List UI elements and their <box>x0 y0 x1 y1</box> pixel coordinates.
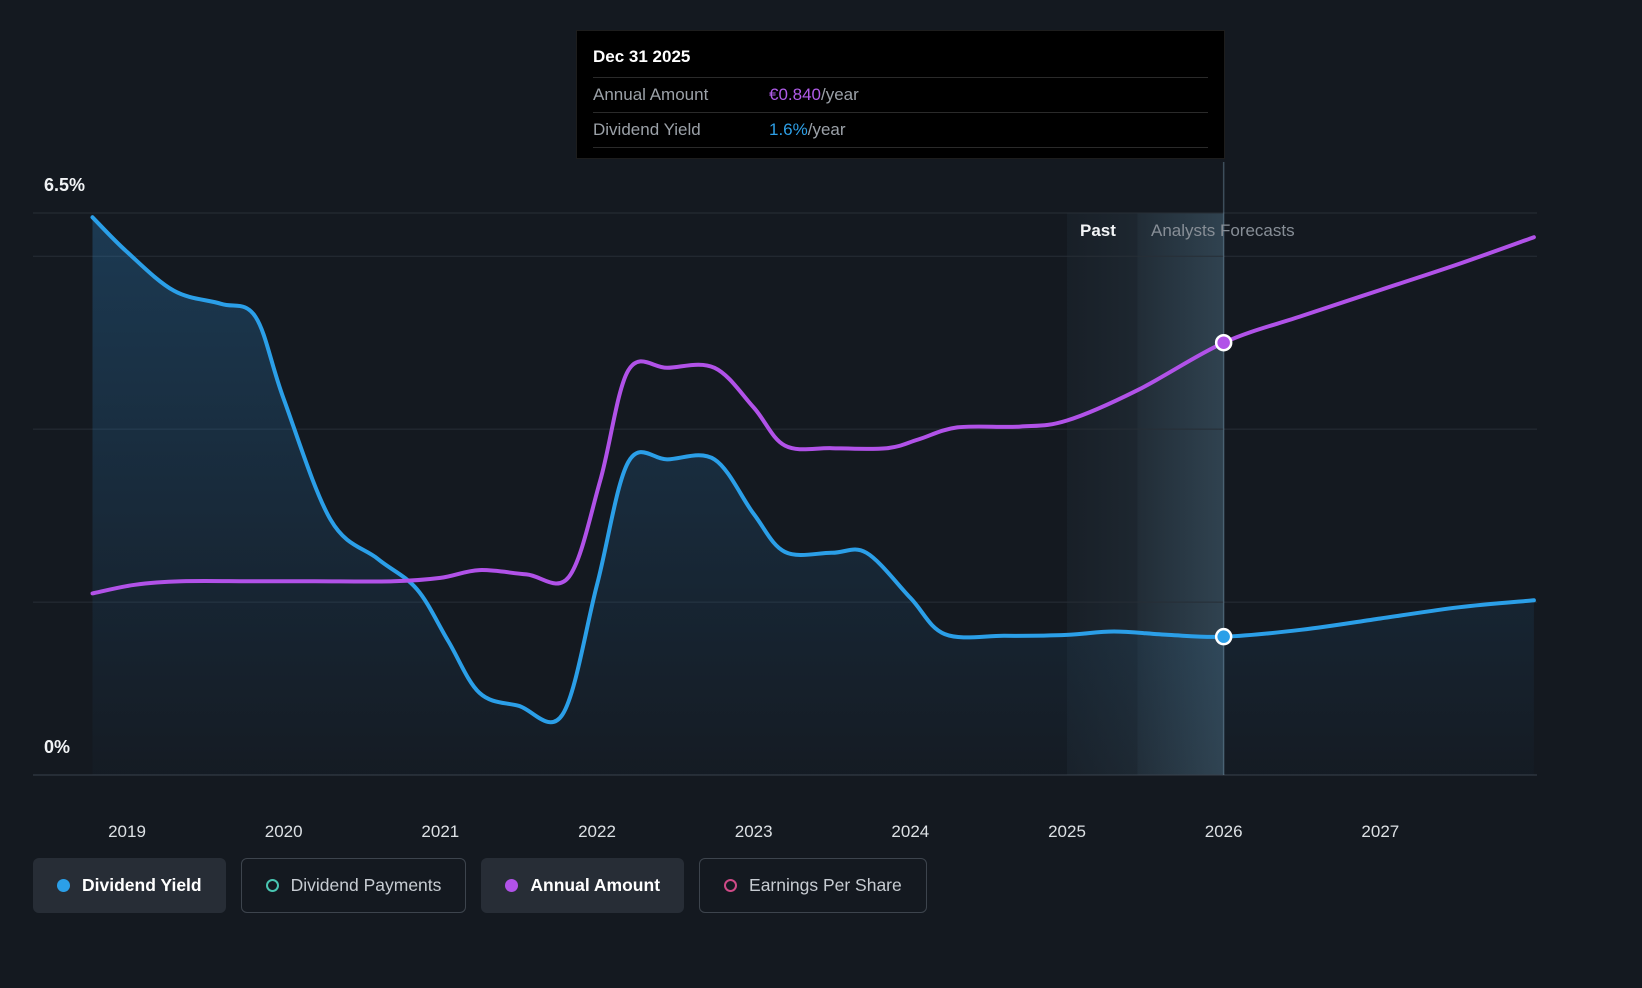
dividend-payments-marker-icon <box>265 879 279 892</box>
legend-label: Dividend Yield <box>82 875 202 895</box>
legend-item-earnings-per-share[interactable]: Earnings Per Share <box>699 858 927 913</box>
legend-item-dividend-yield[interactable]: Dividend Yield <box>33 858 226 913</box>
past-label: Past <box>1080 221 1116 240</box>
dividend-yield-line <box>90 215 1536 725</box>
dividend-yield-area <box>92 217 1534 776</box>
annual-amount-marker <box>1214 333 1233 352</box>
value-suffix: /year <box>807 120 846 139</box>
earnings-per-share-marker-icon <box>724 879 738 892</box>
chart-legend: Dividend Yield Dividend Payments Annual Am… <box>33 858 927 913</box>
x-tick-2025: 2025 <box>1048 822 1086 841</box>
x-tick-2021: 2021 <box>421 822 460 841</box>
tooltip-label: Dividend Yield <box>593 120 701 139</box>
tooltip-row-dividend-yield: Dividend Yield 1.6%/year <box>593 112 1208 148</box>
analysts-forecasts-label: Analysts Forecasts <box>1151 221 1295 240</box>
tooltip-row-annual-amount: Annual Amount €0.840/year <box>593 77 1208 112</box>
legend-label: Dividend Payments <box>290 875 442 895</box>
legend-item-dividend-payments[interactable]: Dividend Payments <box>240 858 467 913</box>
annual-amount-value: €0.840 <box>769 85 821 104</box>
annual-amount-marker-icon <box>505 879 519 892</box>
tooltip-value: 1.6%/year <box>769 120 846 140</box>
tooltip-value: €0.840/year <box>769 85 859 105</box>
value-suffix: /year <box>821 85 859 104</box>
legend-label: Annual Amount <box>530 875 661 895</box>
tooltip: Dec 31 2025 Annual Amount €0.840/year Di… <box>576 30 1225 159</box>
x-tick-2026: 2026 <box>1204 822 1243 841</box>
tooltip-label: Annual Amount <box>593 85 709 104</box>
dividend-yield-marker <box>1214 627 1233 646</box>
x-tick-2024: 2024 <box>891 822 930 841</box>
x-tick-2027: 2027 <box>1361 822 1400 841</box>
x-tick-2020: 2020 <box>264 822 303 841</box>
legend-label: Earnings Per Share <box>749 875 902 895</box>
y-tick-0%: 0% <box>44 737 71 757</box>
x-tick-2022: 2022 <box>578 822 616 841</box>
dividend-yield-marker-icon <box>57 879 70 892</box>
tooltip-date: Dec 31 2025 <box>593 47 691 66</box>
x-tick-2019: 2019 <box>108 822 146 841</box>
legend-item-annual-amount[interactable]: Annual Amount <box>481 858 685 913</box>
y-tick-6.5%: 6.5% <box>44 175 86 195</box>
x-tick-2023: 2023 <box>734 822 773 841</box>
dividend-yield-value: 1.6% <box>769 120 808 139</box>
